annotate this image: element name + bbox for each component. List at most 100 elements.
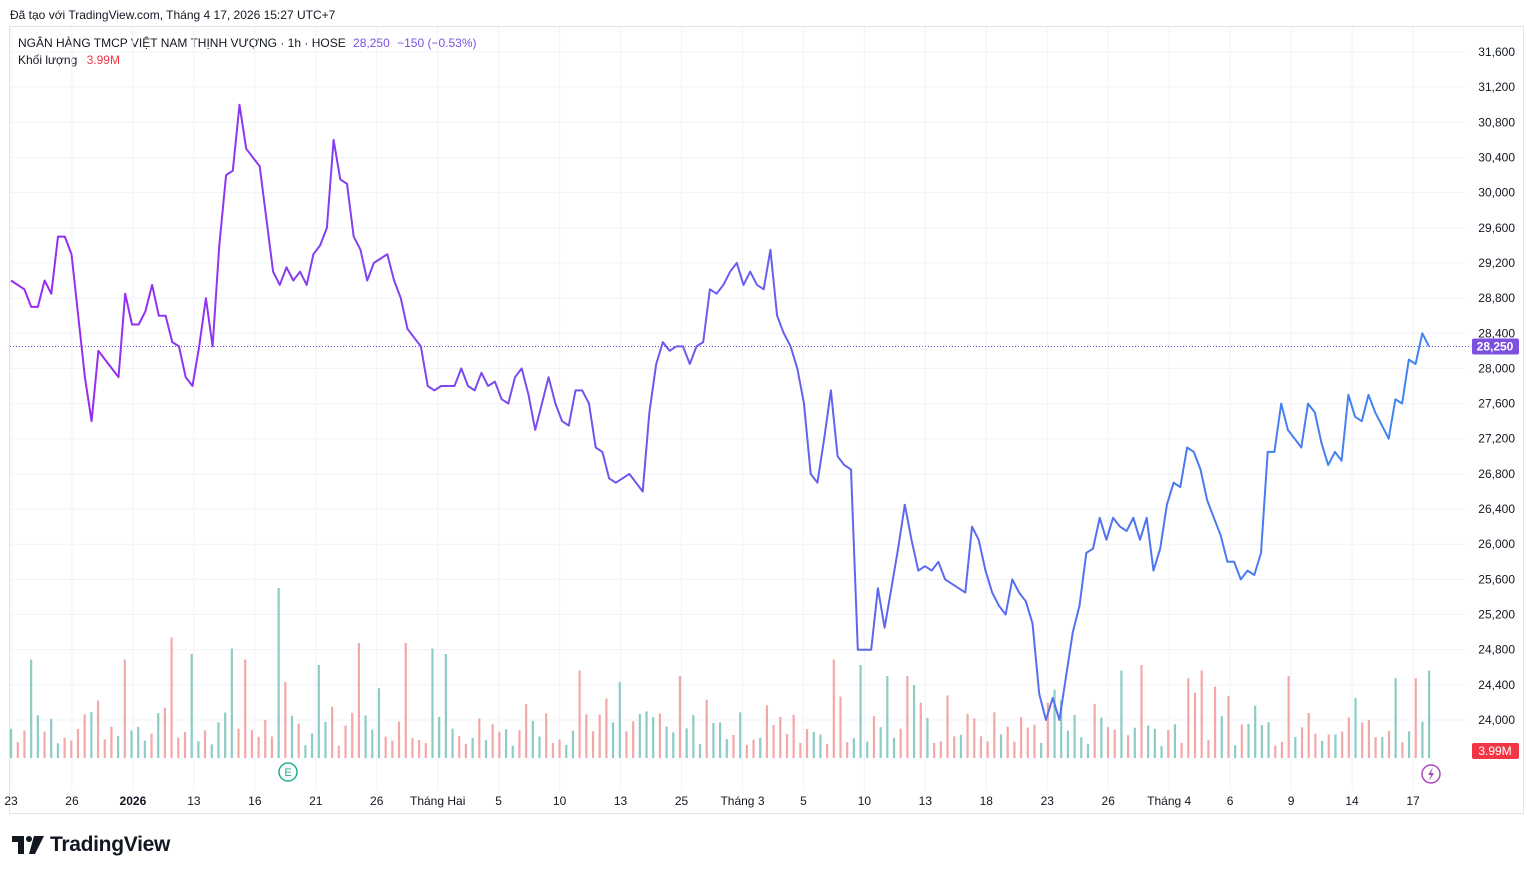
- volume-bar: [1006, 726, 1009, 758]
- volume-bar: [63, 737, 66, 758]
- volume-bar: [1354, 697, 1357, 758]
- volume-bar: [130, 730, 133, 758]
- volume-bar: [438, 716, 441, 758]
- volume-bar: [290, 715, 294, 758]
- volume-bar: [1187, 678, 1190, 758]
- volume-bar: [665, 726, 668, 758]
- volume-bar: [1140, 665, 1143, 758]
- brand-name: TradingView: [50, 833, 171, 856]
- volume-bar: [785, 733, 789, 758]
- volume-bar: [277, 588, 280, 758]
- volume-bar: [1160, 745, 1163, 758]
- volume-bar: [304, 745, 307, 758]
- volume-bar: [531, 720, 534, 758]
- volume-bar: [752, 739, 755, 758]
- y-tick-label: 30,800: [1478, 115, 1515, 129]
- volume-bar: [1367, 720, 1371, 758]
- volume-bar: [959, 734, 962, 758]
- volume-bar: [237, 728, 240, 758]
- volume-bar: [364, 715, 367, 758]
- volume-bar: [999, 734, 1003, 758]
- y-tick-label: 28,400: [1478, 326, 1515, 340]
- legend-symbol[interactable]: NGÂN HÀNG TMCP VIỆT NAM THỊNH VƯỢNG · 1h…: [18, 36, 346, 50]
- x-tick-label: Tháng Hai: [410, 794, 465, 808]
- volume-bar: [1300, 727, 1304, 758]
- volume-bar: [30, 659, 33, 758]
- volume-bar: [672, 732, 675, 758]
- volume-bar: [839, 696, 842, 758]
- y-tick-label: 31,600: [1478, 45, 1515, 59]
- y-tick-label: 29,200: [1478, 256, 1515, 270]
- x-tick-label: 14: [1345, 794, 1359, 808]
- volume-bar: [244, 659, 247, 758]
- volume-bar: [571, 730, 575, 758]
- volume-bar: [1387, 730, 1391, 758]
- price-series: [10, 103, 1430, 721]
- volume-bar: [424, 743, 427, 758]
- x-tick-label: Tháng 3: [720, 794, 764, 808]
- volume-bar: [725, 738, 728, 758]
- volume-bar: [230, 648, 233, 758]
- volume-bar: [444, 654, 447, 758]
- y-tick-label: 28,800: [1478, 291, 1515, 305]
- volume-bar: [1086, 744, 1090, 758]
- time-axis[interactable]: 23 26 2026 13 16 21 26 Tháng Hai 5 10 13 25 Tháng 3 5…: [4, 794, 1420, 808]
- y-tick-label: 24,000: [1478, 713, 1515, 727]
- volume-bar: [792, 714, 795, 758]
- volume-bar: [317, 665, 320, 758]
- volume-bar: [391, 740, 394, 758]
- volume-bar: [611, 722, 615, 758]
- volume-bar: [491, 724, 494, 758]
- chart-legend: NGÂN HÀNG TMCP VIỆT NAM THỊNH VƯỢNG · 1h…: [18, 35, 476, 69]
- volume-bar: [1013, 741, 1016, 758]
- x-tick-label: 18: [980, 794, 994, 808]
- x-tick-label: 2026: [120, 794, 147, 808]
- volume-bar: [1173, 724, 1177, 758]
- earnings-marker-circle: [278, 762, 298, 782]
- volume-bar: [157, 713, 160, 758]
- legend-volume-row: Khối lượng 3.99M: [18, 52, 476, 69]
- y-tick-label: 28,000: [1478, 361, 1515, 375]
- volume-bar: [1060, 700, 1063, 758]
- volume-bar: [123, 659, 126, 758]
- volume-bar: [411, 737, 414, 758]
- volume-bar: [1327, 734, 1330, 758]
- volume-bar: [692, 715, 695, 758]
- volume-bar: [1414, 678, 1417, 758]
- x-tick-label: 6: [1227, 794, 1234, 808]
- volume-bar: [1247, 723, 1250, 758]
- x-tick-label: 23: [4, 794, 18, 808]
- x-tick-label: 26: [65, 794, 79, 808]
- volume-bar: [163, 707, 167, 758]
- volume-bar: [1314, 733, 1317, 758]
- volume-bar: [712, 722, 715, 758]
- volume-bar: [351, 712, 354, 758]
- export-caption: Đã tạo với TradingView.com, Tháng 4 17, …: [10, 8, 336, 22]
- legend-volume-label[interactable]: Khối lượng: [18, 53, 78, 67]
- volume-bar: [1227, 696, 1230, 758]
- volume-bar: [210, 744, 213, 758]
- legend-price: 28,250: [353, 36, 390, 50]
- volume-bar: [498, 731, 501, 758]
- volume-bar: [1240, 724, 1243, 758]
- volume-bar: [1274, 745, 1277, 758]
- volume-bar: [1127, 735, 1130, 758]
- volume-bar: [1294, 737, 1297, 758]
- volume-bar: [404, 643, 407, 758]
- volume-bar: [431, 648, 434, 758]
- price-axis[interactable]: 31,600 31,200 30,800 30,400 30,000 29,600 29,2…: [1472, 45, 1519, 759]
- volume-bar: [705, 699, 708, 758]
- volume-bar: [946, 695, 949, 758]
- volume-bar: [1401, 742, 1404, 758]
- last-price-label: 28,250: [1477, 339, 1514, 353]
- volume-bar: [1428, 670, 1431, 758]
- volume-bar: [203, 730, 207, 758]
- volume-bar: [1033, 724, 1036, 758]
- volume-bar: [224, 712, 227, 758]
- volume-bar: [377, 688, 381, 758]
- volume-bar: [1167, 729, 1170, 758]
- volume-bar: [337, 745, 340, 758]
- x-tick-label: 10: [553, 794, 567, 808]
- volume-bar: [117, 736, 120, 758]
